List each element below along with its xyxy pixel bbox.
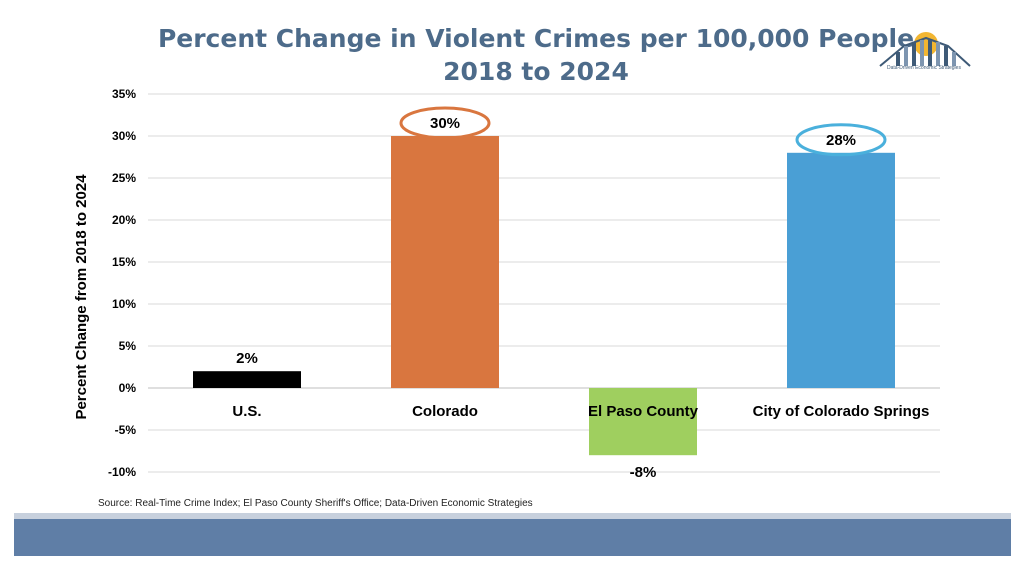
- y-tick-label: -5%: [115, 423, 137, 437]
- y-tick-label: 30%: [112, 129, 136, 143]
- y-tick-label: 25%: [112, 171, 136, 185]
- bar-chart: -10% -5% 0% 5% 10% 15% 20% 25% 30% 35% Percent Cha…: [73, 87, 940, 481]
- chart-title-line2: 2018 to 2024: [443, 57, 629, 86]
- y-tick-label: 35%: [112, 87, 136, 101]
- y-axis-label: Percent Change from 2018 to 2024: [73, 174, 90, 420]
- chart-title-line1: Percent Change in Violent Crimes per 100…: [157, 24, 915, 53]
- y-tick-label: 20%: [112, 213, 136, 227]
- category-label: U.S.: [232, 403, 261, 420]
- category-label: El Paso County: [588, 403, 699, 420]
- y-tick-label: 5%: [119, 339, 137, 353]
- y-tick-label: -10%: [108, 465, 136, 479]
- category-label: City of Colorado Springs: [753, 403, 930, 420]
- y-tick-label: 10%: [112, 297, 136, 311]
- y-tick-label: 15%: [112, 255, 136, 269]
- bar: [193, 371, 301, 388]
- label-highlight-circle: [795, 123, 887, 157]
- footer-band: [14, 519, 1011, 556]
- data-label: -8%: [630, 464, 657, 481]
- logo-icon: [879, 32, 971, 67]
- category-label: Colorado: [412, 403, 478, 420]
- data-label: 28%: [826, 132, 856, 149]
- logo-text: Data-Driven Economic Strategies: [887, 65, 961, 71]
- label-highlight-circle: [399, 106, 491, 140]
- data-label: 30%: [430, 115, 460, 132]
- bar: [787, 152, 895, 388]
- bar: [391, 136, 499, 388]
- chart-title: Percent Change in Violent Crimes per 100…: [0, 22, 1024, 88]
- data-label: 2%: [236, 350, 258, 367]
- bar: [589, 388, 697, 456]
- source-note: Source: Real-Time Crime Index; El Paso C…: [98, 498, 533, 509]
- y-tick-label: 0%: [119, 381, 137, 395]
- footer-band-light: [14, 513, 1011, 519]
